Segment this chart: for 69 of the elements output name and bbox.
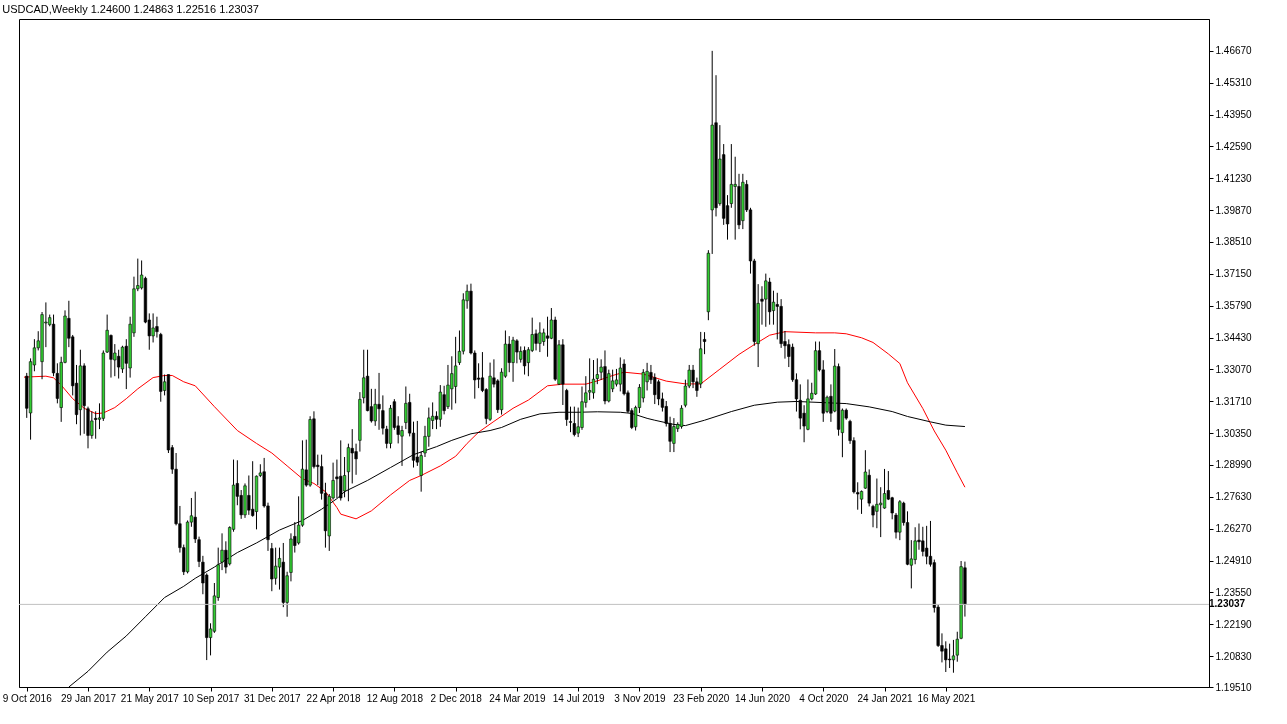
ref-line-label: 1.23037 — [1209, 598, 1246, 610]
candlestick — [94, 410, 98, 440]
y-tick-label: 1.30350 — [1215, 427, 1253, 439]
y-tick-label: 1.19510 — [1215, 681, 1253, 693]
candlestick — [672, 417, 676, 453]
candlestick — [859, 489, 864, 515]
candlestick — [925, 525, 929, 565]
y-tick-label: 1.34430 — [1215, 332, 1253, 344]
x-tick-label: 29 Jan 2017 — [60, 692, 117, 704]
x-tick-label: 4 Oct 2020 — [799, 692, 849, 704]
y-tick-label: 1.27630 — [1215, 491, 1253, 503]
y-tick-label: 1.38510 — [1215, 236, 1253, 248]
y-tick-label: 1.43950 — [1215, 109, 1253, 121]
y-tick-label: 1.39870 — [1215, 204, 1253, 216]
candlestick — [515, 338, 519, 364]
candlestick — [151, 312, 155, 343]
x-tick-label: 10 Sep 2017 — [182, 692, 240, 704]
candlestick — [882, 468, 887, 510]
y-tick-label: 1.23550 — [1215, 586, 1253, 598]
candlestick — [511, 336, 515, 383]
y-tick-label: 1.42590 — [1215, 140, 1253, 152]
x-tick-label: 9 Oct 2016 — [2, 692, 53, 704]
y-tick-label: 1.45310 — [1215, 77, 1253, 89]
candlestick — [588, 357, 592, 401]
x-tick-label: 14 Jul 2019 — [552, 692, 605, 704]
candlestick — [109, 334, 113, 379]
candlestick — [377, 372, 381, 431]
candlestick — [733, 156, 737, 241]
candlestick — [591, 359, 596, 400]
candlestick — [120, 345, 125, 374]
y-tick-label: 1.46670 — [1215, 45, 1253, 57]
y-tick-label: 1.22190 — [1215, 618, 1253, 630]
candlestick — [951, 639, 956, 674]
candlestick — [335, 459, 339, 499]
chart-title: USDCAD,Weekly 1.24600 1.24863 1.22516 1.23037 — [2, 3, 259, 15]
x-tick-label: 23 Feb 2020 — [673, 692, 730, 704]
candlestick — [572, 406, 576, 437]
y-tick-label: 1.35790 — [1215, 300, 1253, 312]
x-tick-label: 12 Aug 2018 — [366, 692, 424, 704]
candlestick — [618, 356, 622, 392]
candlestick — [404, 385, 408, 430]
x-tick-label: 24 Jan 2021 — [857, 692, 913, 704]
candlestick — [90, 410, 94, 440]
line-series — [23, 331, 966, 520]
candlestick — [507, 335, 511, 373]
candlestick — [274, 547, 278, 586]
y-tick-label: 1.37150 — [1215, 268, 1253, 280]
y-tick-label: 1.31710 — [1215, 395, 1253, 407]
candlestick — [538, 321, 542, 353]
candlestick — [948, 643, 952, 669]
y-tick-label: 1.41230 — [1215, 172, 1253, 184]
y-tick-label: 1.28990 — [1215, 459, 1253, 471]
candlestick — [350, 428, 354, 484]
candlestick — [117, 349, 121, 380]
x-tick-label: 14 Jun 2020 — [734, 692, 791, 704]
x-tick-label: 3 Nov 2019 — [614, 692, 666, 704]
x-tick-label: 22 Apr 2018 — [306, 692, 361, 704]
y-tick-label: 1.33070 — [1215, 363, 1253, 375]
candlestick — [764, 273, 768, 328]
x-tick-label: 2 Dec 2018 — [430, 692, 483, 704]
x-tick-label: 21 May 2017 — [120, 692, 180, 704]
y-tick-label: 1.24910 — [1215, 555, 1253, 567]
candlestick — [339, 439, 343, 502]
x-tick-label: 24 Mar 2019 — [489, 692, 546, 704]
y-tick-label: 1.26270 — [1215, 523, 1253, 535]
y-tick-label: 1.20830 — [1215, 650, 1253, 662]
candlestick — [454, 336, 458, 404]
x-tick-label: 31 Dec 2017 — [243, 692, 302, 704]
x-tick-label: 16 May 2021 — [917, 692, 976, 704]
